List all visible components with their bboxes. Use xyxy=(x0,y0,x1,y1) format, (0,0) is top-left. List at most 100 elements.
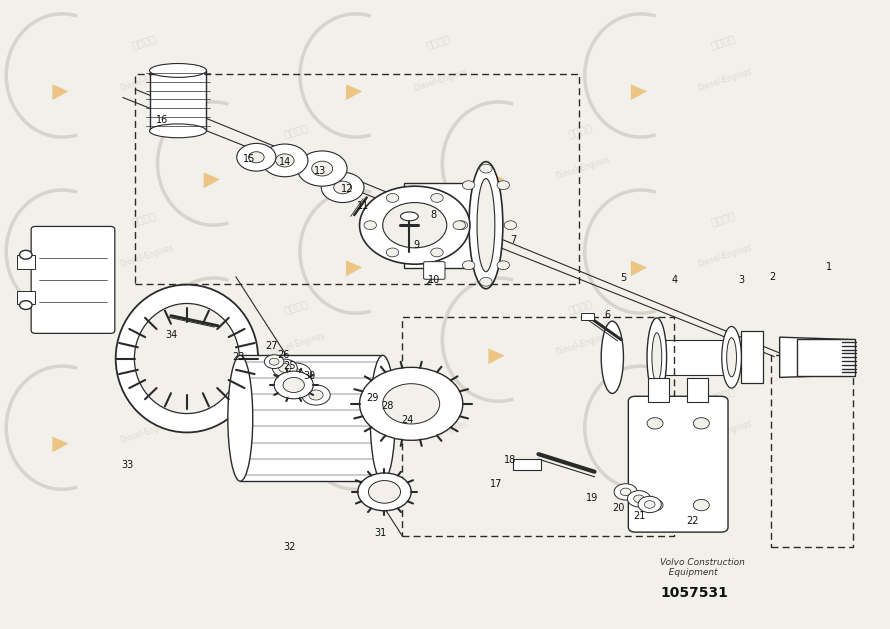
Circle shape xyxy=(360,367,463,440)
Polygon shape xyxy=(631,260,647,276)
Text: 柴发动力: 柴发动力 xyxy=(567,298,594,315)
Text: 32: 32 xyxy=(283,542,295,552)
Circle shape xyxy=(373,411,382,417)
Text: 柴发动力: 柴发动力 xyxy=(425,209,451,227)
Polygon shape xyxy=(631,437,647,452)
Text: 9: 9 xyxy=(414,240,419,250)
Text: Diesel-Engines: Diesel-Engines xyxy=(554,155,611,181)
Text: 25: 25 xyxy=(283,361,295,371)
Text: 13: 13 xyxy=(314,166,327,176)
Polygon shape xyxy=(346,84,362,100)
Ellipse shape xyxy=(400,212,418,221)
Circle shape xyxy=(364,221,376,230)
Bar xyxy=(797,339,855,376)
Circle shape xyxy=(279,364,291,372)
Bar xyxy=(150,70,206,131)
Circle shape xyxy=(386,248,399,257)
Circle shape xyxy=(287,369,303,380)
Bar xyxy=(17,255,35,269)
FancyBboxPatch shape xyxy=(628,396,728,532)
Text: 22: 22 xyxy=(686,516,699,526)
Bar xyxy=(648,378,669,402)
Text: 7: 7 xyxy=(510,235,517,245)
Circle shape xyxy=(237,143,276,171)
Circle shape xyxy=(358,473,411,511)
Text: 34: 34 xyxy=(166,330,178,340)
Polygon shape xyxy=(780,337,854,377)
Text: Diesel-Engines: Diesel-Engines xyxy=(554,331,611,357)
Text: 6: 6 xyxy=(605,309,611,320)
Text: 26: 26 xyxy=(277,350,289,360)
Circle shape xyxy=(480,277,492,286)
Circle shape xyxy=(431,248,443,257)
Text: 24: 24 xyxy=(401,415,414,425)
Text: 16: 16 xyxy=(156,114,168,125)
Text: 柴发动力: 柴发动力 xyxy=(425,33,451,51)
Circle shape xyxy=(456,221,468,230)
Circle shape xyxy=(274,371,313,399)
Bar xyxy=(240,355,383,481)
Ellipse shape xyxy=(726,338,736,377)
Text: 15: 15 xyxy=(243,153,255,164)
Text: 柴发动力: 柴发动力 xyxy=(709,209,736,227)
Polygon shape xyxy=(346,260,362,276)
Circle shape xyxy=(297,151,347,186)
Circle shape xyxy=(644,501,655,508)
Circle shape xyxy=(634,495,644,503)
FancyBboxPatch shape xyxy=(31,226,115,333)
Text: 20: 20 xyxy=(612,503,625,513)
Text: 28: 28 xyxy=(381,401,393,411)
Circle shape xyxy=(383,203,447,248)
Ellipse shape xyxy=(651,333,661,382)
Ellipse shape xyxy=(370,355,395,481)
Bar xyxy=(17,291,35,304)
Circle shape xyxy=(431,194,443,203)
Circle shape xyxy=(283,377,304,392)
Text: Diesel-Engines: Diesel-Engines xyxy=(412,419,469,445)
Ellipse shape xyxy=(20,301,32,309)
Circle shape xyxy=(453,221,465,230)
Text: 10: 10 xyxy=(428,275,441,285)
Polygon shape xyxy=(346,437,362,452)
Text: 5: 5 xyxy=(619,273,627,283)
Circle shape xyxy=(647,499,663,511)
Bar xyxy=(513,459,541,470)
Circle shape xyxy=(383,384,440,424)
Bar xyxy=(581,313,594,320)
Circle shape xyxy=(620,488,631,496)
Text: Volvo Construction
   Equipment: Volvo Construction Equipment xyxy=(660,558,745,577)
Text: 1: 1 xyxy=(827,262,832,272)
FancyBboxPatch shape xyxy=(424,262,445,279)
Polygon shape xyxy=(204,172,220,188)
Polygon shape xyxy=(53,437,69,452)
Ellipse shape xyxy=(477,179,495,272)
Text: 柴发动力: 柴发动力 xyxy=(131,209,158,227)
Circle shape xyxy=(463,181,475,189)
Text: 柴发动力: 柴发动力 xyxy=(567,121,594,139)
Text: 12: 12 xyxy=(341,184,353,194)
Text: 柴发动力: 柴发动力 xyxy=(709,33,736,51)
Circle shape xyxy=(463,261,475,270)
Circle shape xyxy=(385,417,394,423)
Ellipse shape xyxy=(469,162,503,289)
Text: 21: 21 xyxy=(633,511,645,521)
Text: 18: 18 xyxy=(504,455,516,465)
Text: Diesel-Engines: Diesel-Engines xyxy=(118,67,175,93)
Bar xyxy=(741,331,763,383)
Text: 11: 11 xyxy=(357,201,369,211)
Polygon shape xyxy=(204,348,220,364)
Circle shape xyxy=(386,194,399,203)
Text: 31: 31 xyxy=(375,528,387,538)
Text: 19: 19 xyxy=(586,493,598,503)
Text: 23: 23 xyxy=(232,352,245,362)
Text: 柴发动力: 柴发动力 xyxy=(709,386,736,403)
Text: Diesel-Engines: Diesel-Engines xyxy=(697,419,754,445)
Circle shape xyxy=(248,152,264,163)
Circle shape xyxy=(693,418,709,429)
Circle shape xyxy=(380,413,400,427)
Text: 27: 27 xyxy=(265,341,278,351)
Circle shape xyxy=(368,481,400,503)
Bar xyxy=(404,182,486,268)
Polygon shape xyxy=(53,84,69,100)
Text: Diesel-Engines: Diesel-Engines xyxy=(118,243,175,269)
